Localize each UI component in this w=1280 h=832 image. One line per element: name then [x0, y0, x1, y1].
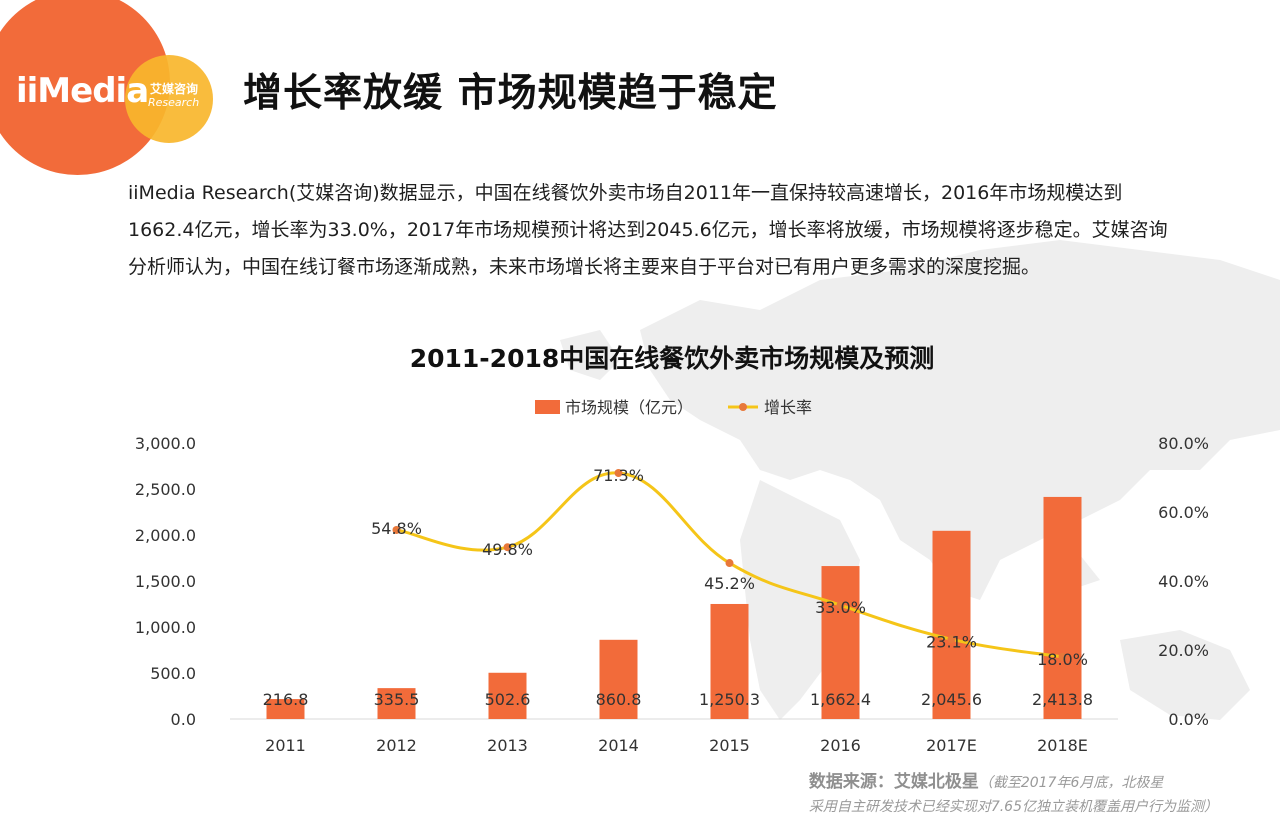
bar	[1043, 496, 1082, 719]
x-tick-label: 2012	[376, 736, 417, 755]
growth-rate-label: 54.8%	[371, 519, 422, 538]
x-tick-label: 2018E	[1037, 736, 1088, 755]
growth-rate-label: 23.1%	[926, 632, 977, 651]
growth-rate-point	[503, 543, 512, 552]
bar	[821, 566, 860, 719]
growth-rate-point	[392, 525, 401, 534]
y-left-tick-label: 2,000.0	[135, 526, 196, 545]
description-paragraph: iiMedia Research(艾媒咨询)数据显示，中国在线餐饮外卖市场自20…	[128, 182, 1168, 278]
x-tick-label: 2013	[487, 736, 528, 755]
source-note: 数据来源：艾媒北极星（截至2017年6月底，北极星 采用自主研发技术已经实现对7…	[809, 770, 1218, 819]
growth-rate-point	[1058, 652, 1067, 661]
source-note-line2: 采用自主研发技术已经实现对7.65亿独立装机覆盖用户行为监测）	[808, 799, 1218, 815]
growth-rate-label: 71.3%	[593, 466, 644, 485]
bar	[599, 639, 638, 719]
y-left-tick-label: 500.0	[150, 664, 196, 683]
logo-brand-text: iiMedia	[16, 71, 149, 111]
y-left-tick-label: 3,000.0	[135, 434, 196, 453]
logo-sub-cn: 艾媒咨询	[150, 82, 199, 96]
bar-series	[266, 496, 1082, 719]
bar-value-label: 1,250.3	[699, 690, 760, 709]
y-right-tick-label: 80.0%	[1158, 434, 1209, 453]
bar	[932, 530, 971, 719]
legend-bar-label: 市场规模（亿元）	[565, 398, 693, 417]
iimedia-logo: iiMedia 艾媒咨询 Research	[0, 0, 230, 190]
bar-value-label: 1,662.4	[810, 690, 871, 709]
y-right-tick-label: 60.0%	[1158, 503, 1209, 522]
bar-value-label: 502.6	[485, 690, 531, 709]
growth-rate-label: 45.2%	[704, 574, 755, 593]
logo-yellow-circle	[125, 55, 213, 143]
bar-value-label: 860.8	[596, 690, 642, 709]
chart-title: 2011-2018中国在线餐饮外卖市场规模及预测	[410, 344, 935, 373]
y-right-tick-label: 20.0%	[1158, 641, 1209, 660]
legend-line-marker	[739, 403, 747, 411]
growth-rate-label: 49.8%	[482, 540, 533, 559]
y-left-tick-label: 1,000.0	[135, 618, 196, 637]
bar-value-label: 2,045.6	[921, 690, 982, 709]
bar	[377, 688, 416, 719]
bar-value-label: 335.5	[374, 690, 420, 709]
growth-rate-label: 33.0%	[815, 598, 866, 617]
bar-value-label: 2,413.8	[1032, 690, 1093, 709]
x-tick-label: 2011	[265, 736, 306, 755]
y-left-tick-label: 2,500.0	[135, 480, 196, 499]
chart-legend: 市场规模（亿元） 增长率	[535, 398, 812, 417]
legend-bar-swatch	[535, 400, 560, 414]
growth-rate-point	[614, 469, 623, 478]
x-axis: 2011 2012 2013 2014 2015 2016 2017E 2018E	[230, 718, 1118, 755]
logo-sub-en: Research	[148, 96, 200, 109]
x-tick-label: 2015	[709, 736, 750, 755]
line-series	[392, 469, 1067, 661]
growth-rate-point	[947, 635, 956, 644]
source-note-line1: （截至2017年6月底，北极星	[978, 775, 1164, 791]
growth-rate-point	[836, 601, 845, 610]
bar	[488, 672, 527, 719]
y-left-tick-label: 0.0	[171, 710, 196, 729]
y-left-tick-label: 1,500.0	[135, 572, 196, 591]
x-tick-label: 2014	[598, 736, 639, 755]
legend-line-label: 增长率	[764, 398, 812, 417]
page-title: 增长率放缓 市场规模趋于稳定	[243, 71, 778, 116]
y-right-tick-label: 0.0%	[1168, 710, 1209, 729]
x-tick-label: 2016	[820, 736, 861, 755]
source-label: 数据来源：艾媒北极星	[808, 772, 979, 792]
y-axis-right: 0.0% 20.0% 40.0% 60.0% 80.0%	[1158, 434, 1209, 729]
data-labels: 216.8 335.5 502.6 860.8 1,250.3 1,662.4 2,045.…	[263, 466, 1093, 709]
y-axis-left: 0.0 500.0 1,000.0 1,500.0 2,000.0 2,500.0 3,00…	[135, 434, 196, 729]
bar	[266, 699, 305, 719]
bar	[710, 603, 749, 719]
growth-rate-label: 18.0%	[1037, 650, 1088, 669]
x-tick-label: 2017E	[926, 736, 977, 755]
growth-rate-point	[725, 559, 734, 568]
bar-value-label: 216.8	[263, 690, 309, 709]
y-right-tick-label: 40.0%	[1158, 572, 1209, 591]
